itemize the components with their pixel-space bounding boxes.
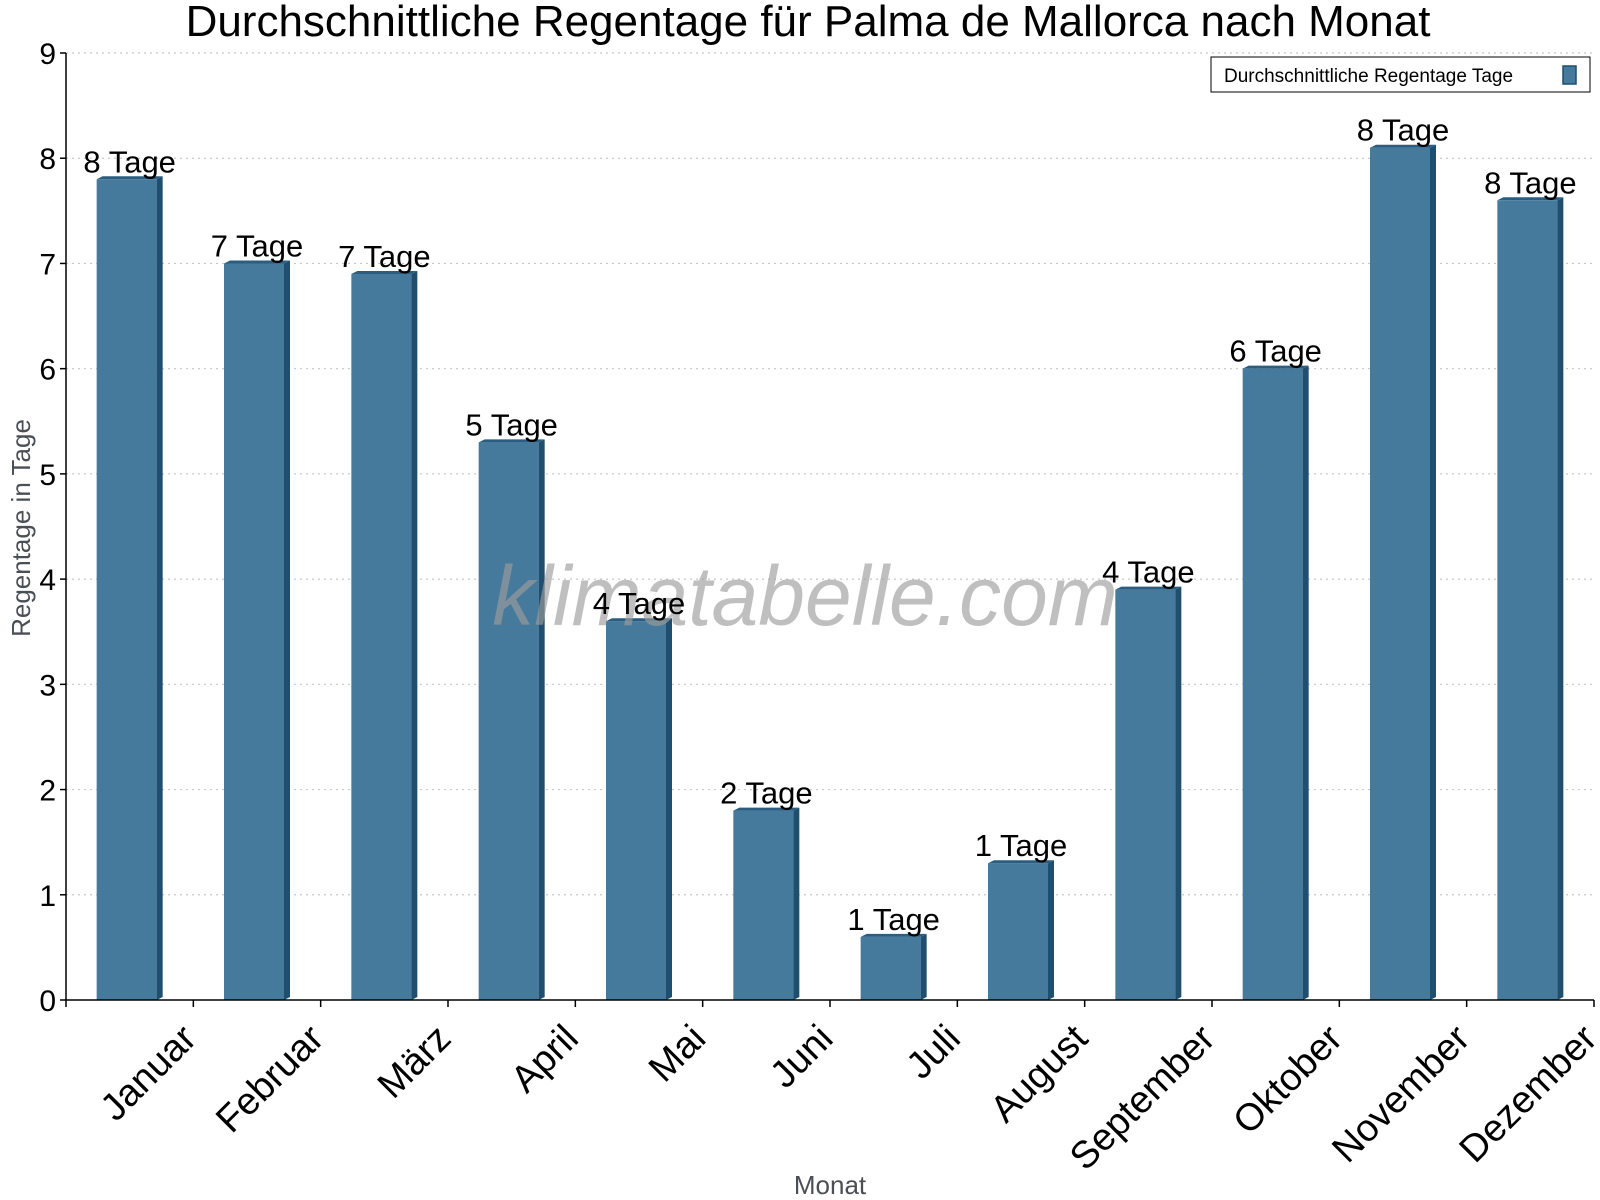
y-tick-label: 3	[39, 669, 56, 702]
y-tick-label: 8	[39, 143, 56, 176]
bar-side	[1048, 860, 1054, 1000]
bar-label: 7 Tage	[338, 239, 431, 274]
bar-top	[1497, 197, 1564, 201]
bar-top	[96, 176, 163, 180]
bar-top	[224, 260, 290, 264]
bar-front	[1242, 368, 1303, 1001]
bar-label: 2 Tage	[720, 776, 813, 811]
bar-dezember	[1497, 197, 1564, 1001]
bar-top	[733, 807, 800, 811]
watermark: klimatabelle.com	[492, 549, 1118, 643]
x-tick-label: Juli	[899, 1017, 969, 1087]
bar-april	[478, 439, 545, 1000]
bar-top	[988, 860, 1054, 864]
bar-top	[478, 439, 545, 443]
bar-front	[733, 810, 794, 1000]
bar-märz	[351, 270, 418, 1000]
bar-november	[1370, 144, 1436, 1000]
y-axis-title: Regentage in Tage	[6, 419, 36, 637]
legend-label: Durchschnittliche Regentage Tage	[1224, 66, 1513, 87]
bar-label: 8 Tage	[1357, 113, 1450, 148]
bar-side	[920, 933, 927, 1000]
x-tick-label: November	[1324, 1017, 1478, 1171]
bar-top	[351, 270, 418, 274]
y-tick-label: 4	[39, 564, 56, 597]
bar-label: 4 Tage	[593, 586, 686, 621]
bar-oktober	[1242, 365, 1309, 1001]
legend: Durchschnittliche Regentage Tage	[1210, 56, 1591, 93]
axes	[60, 52, 1595, 1007]
x-tick-label: Februar	[208, 1017, 332, 1141]
bar-front	[224, 263, 284, 1000]
bars	[96, 144, 1564, 1001]
bar-top	[1242, 365, 1309, 369]
x-tick-label: März	[370, 1017, 459, 1106]
bar-label: 8 Tage	[83, 144, 176, 179]
bar-juli	[860, 933, 927, 1000]
legend-swatch	[1562, 65, 1577, 85]
bar-top	[1370, 144, 1436, 148]
bar-side	[1430, 144, 1436, 1000]
x-tick-label: April	[503, 1017, 586, 1100]
bar-mai	[606, 618, 672, 1000]
y-tick-labels: 0 1 2 3 4 5 6 7 8 9	[39, 38, 56, 1018]
bar-side	[666, 618, 672, 1000]
bar-side	[1175, 586, 1182, 1000]
bar-august	[988, 860, 1054, 1000]
bar-label: 1 Tage	[847, 902, 940, 937]
bar-label: 8 Tage	[1484, 165, 1577, 200]
bar-top	[606, 618, 672, 622]
y-tick-label: 7	[39, 248, 56, 281]
bar-front	[478, 442, 539, 1000]
bar-februar	[224, 260, 290, 1000]
bar-front	[1370, 147, 1430, 1000]
x-tick-label: Januar	[93, 1017, 205, 1129]
bar-front	[606, 621, 666, 1000]
bar-front	[96, 179, 157, 1000]
bar-label: 1 Tage	[975, 828, 1068, 863]
legend-box	[1210, 56, 1591, 93]
x-tick-label: August	[983, 1017, 1097, 1131]
bar-side	[156, 176, 163, 1000]
bar-labels: 8 Tage 7 Tage 7 Tage 5 Tage 4 Tage 2 Tage 1 Ta…	[83, 113, 1576, 937]
x-tick-label: Juni	[762, 1017, 841, 1096]
bar-label: 4 Tage	[1102, 555, 1195, 590]
grid-lines	[66, 52, 1594, 896]
bar-front	[351, 273, 412, 1000]
bar-top	[1115, 586, 1182, 590]
x-axis-title: Monat	[794, 1170, 867, 1200]
bar-label: 7 Tage	[211, 228, 304, 263]
y-tick-label: 6	[39, 354, 56, 387]
bar-front	[988, 863, 1048, 1000]
x-tick-label: Mai	[641, 1017, 714, 1090]
y-tick-label: 9	[39, 38, 56, 71]
bar-side	[538, 439, 545, 1000]
bar-side	[411, 270, 418, 1000]
y-tick-label: 5	[39, 459, 56, 492]
bar-front	[1497, 200, 1558, 1001]
bar-front	[1115, 589, 1176, 1000]
x-tick-label: Oktober	[1225, 1017, 1351, 1143]
bar-side	[793, 807, 800, 1000]
x-tick-label: Dezember	[1452, 1017, 1600, 1171]
bar-september	[1115, 586, 1182, 1000]
chart-title: Durchschnittliche Regentage für Palma de…	[186, 0, 1431, 46]
bar-side	[1557, 197, 1564, 1001]
bar-label: 6 Tage	[1229, 334, 1322, 369]
x-tick-labels: Januar Februar März April Mai Juni Juli AugustS…	[93, 1017, 1600, 1178]
y-tick-label: 1	[39, 880, 56, 913]
bar-juni	[733, 807, 800, 1000]
y-tick-label: 0	[39, 985, 56, 1018]
bar-label: 5 Tage	[465, 407, 558, 442]
bar-front	[860, 936, 921, 1000]
bar-januar	[96, 176, 163, 1000]
bar-top	[860, 933, 927, 937]
bar-side	[284, 260, 290, 1000]
bar-side	[1302, 365, 1309, 1001]
y-tick-label: 2	[39, 775, 56, 808]
